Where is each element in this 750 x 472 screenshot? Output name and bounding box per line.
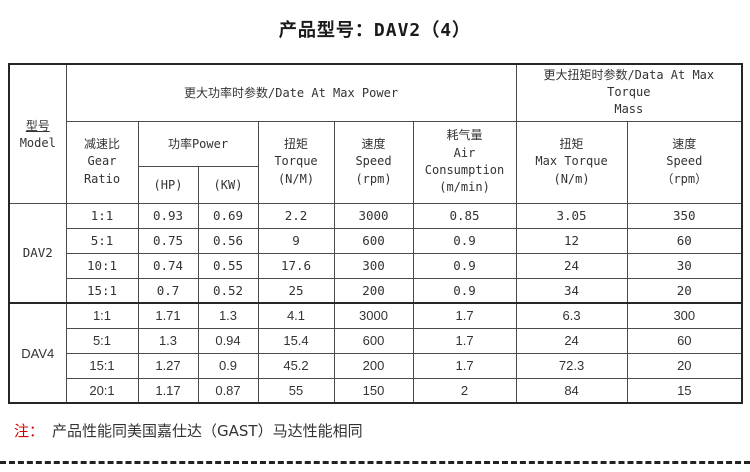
max-speed-cell: 20 — [626, 352, 743, 379]
gear-ratio-cell: 1:1 — [65, 302, 139, 329]
speed-cell: 200 — [333, 277, 414, 304]
table-row: DAV4 1:1 1.71 1.3 4.1 3000 1.7 6.3 300 — [8, 302, 743, 404]
air-cell: 0.9 — [412, 252, 517, 279]
footnote: 注： 产品性能同美国嘉仕达（GAST）马达性能相同 — [14, 420, 363, 441]
power-header: 功率Power — [137, 120, 259, 167]
max-speed-cell: 30 — [626, 252, 743, 279]
power-group-header: 更大功率时参数/Date At Max Power — [65, 63, 517, 122]
gear-ratio-cell: 20:1 — [65, 377, 139, 404]
hp-cell: 0.75 — [137, 227, 199, 254]
max-speed-cell: 350 — [626, 202, 743, 229]
air-consumption-header: 耗气量 Air Consumption (m/min) — [412, 120, 517, 204]
hp-cell: 0.93 — [137, 202, 199, 229]
torque-cell: 45.2 — [257, 352, 335, 379]
table-row: 15:1 0.7 0.52 25 200 0.9 34 20 — [9, 277, 743, 304]
max-torque-cell: 24 — [515, 252, 628, 279]
speed-cell: 600 — [333, 327, 414, 354]
hp-header: (HP) — [137, 165, 199, 204]
hp-cell: 1.27 — [137, 352, 199, 379]
torque-header: 扭矩 Torque (N/M) — [257, 120, 335, 204]
gear-ratio-cell: 15:1 — [65, 277, 139, 304]
torque-cell: 4.1 — [257, 302, 335, 329]
hp-cell: 1.17 — [137, 377, 199, 404]
kw-cell: 0.94 — [197, 327, 259, 354]
kw-cell: 0.52 — [197, 277, 259, 304]
max-speed-cell: 60 — [626, 327, 743, 354]
torque-cell: 55 — [257, 377, 335, 404]
hp-cell: 1.71 — [137, 302, 199, 329]
speed-cell: 3000 — [333, 302, 414, 329]
gear-ratio-cell: 5:1 — [65, 327, 139, 354]
hp-cell: 0.7 — [137, 277, 199, 304]
header-row-units: (HP) (KW) — [9, 165, 742, 204]
table-row: 10:1 0.74 0.55 17.6 300 0.9 24 30 — [9, 252, 743, 279]
hp-cell: 0.74 — [137, 252, 199, 279]
max-speed-cell: 300 — [626, 302, 743, 329]
torque-cell: 17.6 — [257, 252, 335, 279]
max-speed-cell: 60 — [626, 227, 743, 254]
speed-cell: 600 — [333, 227, 414, 254]
gear-ratio-cell: 1:1 — [65, 202, 139, 229]
speed-cell: 200 — [333, 352, 414, 379]
max-speed-cell: 20 — [626, 277, 743, 304]
air-cell: 0.9 — [412, 227, 517, 254]
kw-cell: 0.9 — [197, 352, 259, 379]
max-torque-cell: 72.3 — [515, 352, 628, 379]
kw-cell: 1.3 — [197, 302, 259, 329]
table-row: 5:1 0.75 0.56 9 600 0.9 12 60 — [9, 227, 743, 254]
torque-cell: 25 — [257, 277, 335, 304]
model-cell: DAV4 — [8, 302, 67, 404]
max-torque-cell: 24 — [515, 327, 628, 354]
torque-cell: 9 — [257, 227, 335, 254]
max-torque-cell: 3.05 — [515, 202, 628, 229]
kw-cell: 0.69 — [197, 202, 259, 229]
kw-cell: 0.55 — [197, 252, 259, 279]
max-torque-cell: 6.3 — [515, 302, 628, 329]
speed-cell: 150 — [333, 377, 414, 404]
table-row: DAV2 1:1 0.93 0.69 2.2 3000 0.85 3.05 35… — [8, 202, 743, 304]
air-cell: 1.7 — [412, 327, 517, 354]
max-torque-cell: 84 — [515, 377, 628, 404]
model-header-en: Model — [19, 136, 56, 151]
air-cell: 1.7 — [412, 352, 517, 379]
hp-cell: 1.3 — [137, 327, 199, 354]
bottom-dashed-divider — [0, 461, 750, 464]
max-torque-cell: 34 — [515, 277, 628, 304]
gear-ratio-cell: 5:1 — [65, 227, 139, 254]
air-cell: 0.9 — [412, 277, 517, 304]
speed-header: 速度 Speed (rpm) — [333, 120, 414, 204]
table-row: 20:1 1.17 0.87 55 150 2 84 15 — [9, 377, 743, 404]
kw-cell: 0.56 — [197, 227, 259, 254]
torque-cell: 2.2 — [257, 202, 335, 229]
spec-table: 型号 Model 更大功率时参数/Date At Max Power 更大扭矩时… — [8, 63, 744, 404]
kw-cell: 0.87 — [197, 377, 259, 404]
air-cell: 0.85 — [412, 202, 517, 229]
page-title: 产品型号：DAV2（4） — [278, 20, 472, 41]
speed-cell: 300 — [333, 252, 414, 279]
model-header-cell: 型号 Model — [8, 63, 67, 204]
gear-ratio-header: 减速比 Gear Ratio — [65, 120, 139, 204]
header-row-columns: 减速比 Gear Ratio 功率Power 扭矩 Torque (N/M) 速… — [9, 120, 743, 204]
table-row: 15:1 1.27 0.9 45.2 200 1.7 72.3 20 — [9, 352, 743, 379]
air-cell: 1.7 — [412, 302, 517, 329]
footnote-prefix: 注： — [14, 422, 45, 440]
speed-cell: 3000 — [333, 202, 414, 229]
gear-ratio-cell: 10:1 — [65, 252, 139, 279]
header-row-groups: 型号 Model 更大功率时参数/Date At Max Power 更大扭矩时… — [8, 63, 743, 204]
model-cell: DAV2 — [8, 202, 67, 304]
air-cell: 2 — [412, 377, 517, 404]
model-header-cn: 型号 — [25, 119, 50, 134]
torque-group-header: 更大扭矩时参数/Data At Max Torque Mass — [515, 63, 743, 122]
max-speed-header: 速度 Speed （rpm） — [626, 120, 743, 204]
max-torque-cell: 12 — [515, 227, 628, 254]
gear-ratio-cell: 15:1 — [65, 352, 139, 379]
torque-cell: 15.4 — [257, 327, 335, 354]
max-speed-cell: 15 — [626, 377, 743, 404]
table-row: 5:1 1.3 0.94 15.4 600 1.7 24 60 — [9, 327, 743, 354]
footnote-text: 产品性能同美国嘉仕达（GAST）马达性能相同 — [52, 422, 363, 440]
kw-header: (KW) — [197, 165, 259, 204]
max-torque-header: 扭矩 Max Torque (N/m) — [515, 120, 628, 204]
